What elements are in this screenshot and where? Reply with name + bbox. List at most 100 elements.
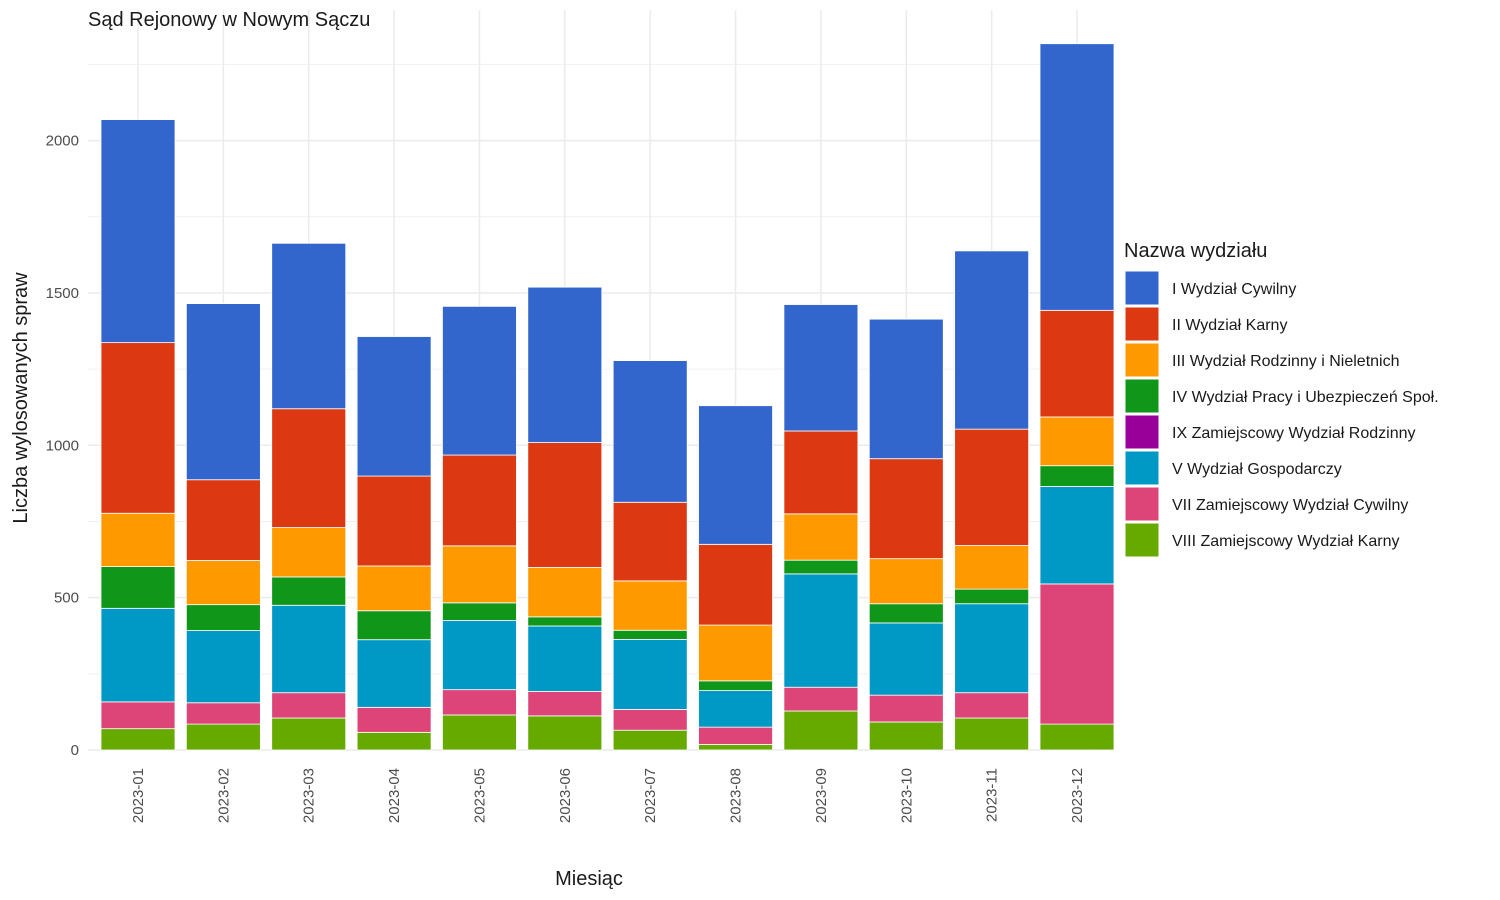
- bar-segment: [356, 706, 432, 733]
- bar-segment: [868, 458, 944, 560]
- bar-segment: [442, 620, 517, 691]
- bar-segment: [356, 336, 432, 477]
- legend-swatch: [1124, 270, 1160, 306]
- bar-segment: [954, 603, 1030, 694]
- bar-segment: [954, 692, 1030, 719]
- legend-swatch: [1124, 450, 1160, 486]
- y-tick-label: 2000: [46, 133, 79, 150]
- bar-segment: [783, 430, 859, 515]
- bar-segment: [612, 580, 688, 631]
- bar-segment: [698, 680, 773, 691]
- bar-segment: [954, 588, 1030, 605]
- bar-segment: [185, 303, 261, 481]
- x-tick-label: 2023-11: [984, 768, 1001, 822]
- legend-swatch: [1124, 414, 1160, 450]
- x-tick-label: 2023-01: [130, 768, 147, 823]
- bar-segment: [527, 625, 603, 692]
- bar-segment: [100, 512, 176, 567]
- bar-segment: [612, 729, 688, 751]
- bar-segment: [527, 567, 603, 618]
- bar-segment: [954, 545, 1030, 590]
- bar-segment: [1039, 583, 1115, 725]
- bar-segment: [868, 622, 944, 696]
- bar-segment: [1039, 723, 1115, 751]
- legend-label: VIII Zamiejscowy Wydział Karny: [1172, 533, 1399, 550]
- legend-title: Nazwa wydziału: [1124, 240, 1267, 262]
- y-tick-label: 1000: [46, 437, 79, 454]
- x-axis-ticks: 2023-01 2023-02 2023-03 2023-04 2023-05 2023-…: [130, 768, 1086, 823]
- bar-segment: [612, 360, 688, 503]
- x-tick-label: 2023-12: [1069, 768, 1086, 823]
- bar-segment: [783, 686, 859, 712]
- x-axis-title: Miesiąc: [555, 868, 623, 890]
- bar-segment: [100, 701, 176, 730]
- bar-segment: [185, 604, 261, 631]
- legend-swatch: [1124, 522, 1160, 558]
- bar-segment: [356, 565, 432, 612]
- bar-segment: [271, 717, 347, 751]
- legend-swatch: [1124, 306, 1160, 342]
- bar-segment: [271, 604, 347, 694]
- bar-segment: [698, 543, 773, 626]
- bar-segment: [527, 691, 603, 717]
- legend-label: III Wydział Rodzinny i Nieletnich: [1172, 353, 1400, 370]
- bar-segment: [527, 286, 603, 443]
- x-tick-label: 2023-07: [642, 768, 659, 823]
- bar-segment: [783, 710, 859, 751]
- bar-segment: [612, 709, 688, 731]
- bar-segment: [1039, 416, 1115, 467]
- bar-segment: [442, 714, 517, 751]
- y-axis-title: Liczba wylosowanych spraw: [10, 272, 32, 524]
- bar-segment: [100, 566, 176, 609]
- bar-segment: [185, 479, 261, 561]
- legend-label: VII Zamiejscowy Wydział Cywilny: [1172, 497, 1408, 514]
- bar-segment: [356, 610, 432, 641]
- bar-segment: [442, 545, 517, 604]
- bar-segment: [442, 602, 517, 621]
- bar-segment: [698, 405, 773, 545]
- bar-segment: [698, 744, 773, 751]
- x-tick-label: 2023-03: [301, 768, 318, 823]
- bar-segment: [100, 607, 176, 703]
- legend-label: I Wydział Cywilny: [1172, 281, 1296, 298]
- x-tick-label: 2023-04: [386, 768, 403, 823]
- bar-segment: [1039, 43, 1115, 311]
- bar-segment: [356, 475, 432, 567]
- bar-segment: [868, 694, 944, 723]
- x-tick-label: 2023-02: [215, 768, 232, 823]
- legend-label: IX Zamiejscowy Wydział Rodzinny: [1172, 425, 1415, 442]
- bar-segment: [698, 624, 773, 682]
- bar-segment: [185, 702, 261, 725]
- y-tick-label: 0: [71, 742, 79, 759]
- bar-segment: [783, 513, 859, 561]
- bar-segment: [527, 616, 603, 627]
- bar-segment: [868, 318, 944, 460]
- bar-segment: [612, 501, 688, 582]
- legend-label: II Wydział Karny: [1172, 317, 1287, 334]
- bar-segment: [527, 715, 603, 751]
- bar-segment: [356, 731, 432, 751]
- y-tick-label: 1500: [46, 285, 79, 302]
- bar-segment: [271, 242, 347, 410]
- y-axis-ticks: 0 500 1000 1500 2000: [46, 133, 79, 759]
- bar-segment: [100, 342, 176, 514]
- bar-segment: [954, 428, 1030, 546]
- bar-segment: [527, 442, 603, 568]
- legend-label: V Wydział Gospodarczy: [1172, 461, 1342, 478]
- bar-segment: [1039, 486, 1115, 585]
- y-tick-label: 500: [54, 590, 79, 607]
- legend-swatch: [1124, 342, 1160, 378]
- chart-title: Sąd Rejonowy w Nowym Sączu: [88, 9, 370, 31]
- bar-segment: [442, 305, 517, 456]
- x-tick-label: 2023-06: [557, 768, 574, 823]
- legend: I Wydział Cywilny II Wydział Karny III Wyd…: [1124, 270, 1439, 558]
- bar-segment: [100, 119, 176, 344]
- x-tick-label: 2023-08: [728, 768, 745, 823]
- bar-segment: [698, 726, 773, 745]
- bar-segment: [954, 717, 1030, 751]
- bar-segment: [868, 603, 944, 624]
- legend-label: IV Wydział Pracy i Ubezpieczeń Społ.: [1172, 389, 1439, 406]
- bar-segment: [1039, 465, 1115, 487]
- bar-segment: [1039, 309, 1115, 418]
